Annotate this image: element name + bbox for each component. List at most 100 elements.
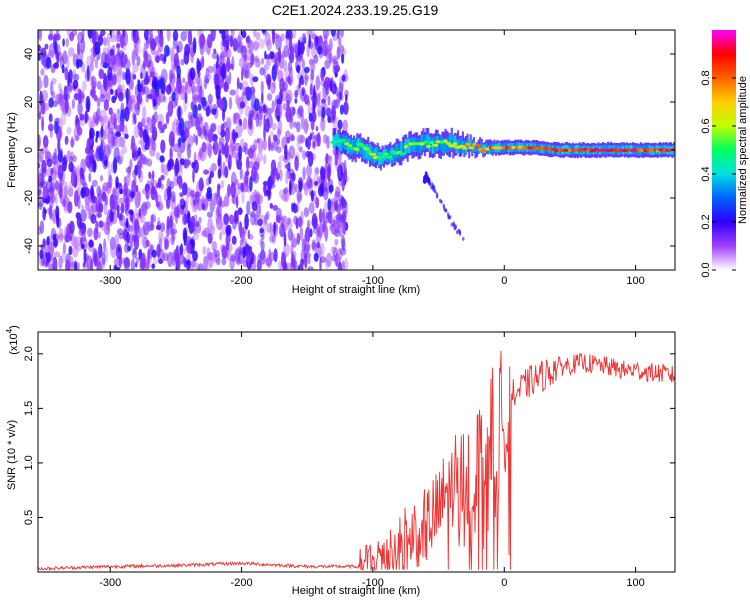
noise-cell <box>322 40 329 57</box>
noise-cell <box>117 114 121 124</box>
signal-band-cell <box>346 139 349 154</box>
signal-band-cell <box>433 136 436 151</box>
noise-cell <box>260 233 265 241</box>
noise-cell <box>186 159 192 166</box>
noise-cell <box>245 170 250 177</box>
signal-band-cell <box>427 134 430 149</box>
noise-cell <box>123 256 131 270</box>
noise-cell <box>228 71 232 85</box>
noise-cell <box>119 121 125 132</box>
noise-cell <box>251 201 258 212</box>
noise-cell <box>111 133 115 149</box>
noise-cell <box>209 198 215 213</box>
noise-cell <box>193 199 196 206</box>
noise-cell <box>297 134 304 145</box>
noise-cell <box>311 212 318 226</box>
noise-cell <box>309 83 313 96</box>
noise-cell <box>198 216 202 224</box>
noise-cell <box>86 161 90 168</box>
noise-cell <box>299 79 305 86</box>
signal-band-cell <box>431 139 434 154</box>
noise-cell <box>308 202 315 214</box>
noise-cell <box>273 221 276 236</box>
colorbar-ticks: 0.0 0.2 0.4 0.6 0.8 <box>700 70 736 278</box>
noise-cell <box>236 77 240 90</box>
noise-cell <box>276 115 281 122</box>
noise-cell <box>323 76 330 91</box>
noise-cell <box>96 80 102 90</box>
noise-cell <box>301 58 305 70</box>
snr-y-tick-label: 1.0 <box>23 455 35 470</box>
noise-cell <box>306 176 313 189</box>
noise-cell <box>233 210 239 223</box>
noise-cell <box>334 200 339 211</box>
noise-cell <box>177 106 181 122</box>
noise-cell <box>89 152 94 164</box>
noise-cell <box>138 138 143 145</box>
noise-cell <box>341 198 347 209</box>
noise-cell <box>109 210 114 223</box>
noise-cell <box>190 47 194 64</box>
noise-cell <box>261 30 266 34</box>
noise-cell <box>291 257 296 264</box>
noise-cell <box>46 236 50 246</box>
noise-cell <box>269 222 273 237</box>
noise-cell <box>55 34 61 41</box>
noise-cell <box>80 236 83 246</box>
noise-cell <box>255 191 261 204</box>
noise-cell <box>264 118 270 133</box>
noise-cell <box>337 119 343 131</box>
noise-cell <box>275 34 282 51</box>
noise-cell <box>246 253 252 263</box>
noise-cell <box>221 144 225 155</box>
noise-cell <box>72 79 79 89</box>
noise-cell <box>230 63 234 70</box>
tail-cell <box>458 231 462 236</box>
noise-cell <box>315 196 320 209</box>
noise-cell <box>207 65 214 74</box>
signal-band-cell <box>430 137 433 152</box>
tail-cell <box>435 192 439 197</box>
noise-cell <box>115 176 119 189</box>
colorbar-scale <box>712 30 736 270</box>
noise-cell <box>127 245 131 252</box>
noise-cell <box>65 37 70 48</box>
noise-cell <box>202 245 207 256</box>
signal-core-cell <box>426 144 432 148</box>
noise-cell <box>310 30 315 40</box>
noise-cell <box>120 202 125 214</box>
noise-cell <box>192 250 198 262</box>
noise-cell <box>96 262 101 270</box>
noise-cell <box>180 58 185 66</box>
signal-band-cell <box>362 144 365 159</box>
signal-band-cell <box>450 135 453 150</box>
noise-cell <box>182 77 186 84</box>
noise-cell <box>238 57 245 69</box>
noise-cell <box>235 88 239 105</box>
noise-cell <box>334 153 339 166</box>
noise-cell <box>90 213 97 224</box>
noise-cell <box>140 204 147 215</box>
noise-cell <box>299 226 304 241</box>
noise-cell <box>225 116 232 129</box>
noise-cell <box>73 73 80 81</box>
noise-cell <box>239 101 246 109</box>
noise-cell <box>166 198 171 210</box>
noise-cell <box>219 99 225 111</box>
signal-core-cell <box>380 155 386 159</box>
noise-cell <box>49 81 54 96</box>
noise-cell <box>271 167 278 176</box>
noise-cell <box>328 184 334 193</box>
noise-cell <box>176 77 182 94</box>
noise-cell <box>317 35 323 47</box>
noise-cell <box>218 30 223 35</box>
signal-band-cell <box>373 148 376 163</box>
signal-core-cell <box>452 142 458 146</box>
noise-cell <box>124 133 129 139</box>
noise-cell <box>229 243 233 252</box>
noise-cell <box>294 98 298 104</box>
noise-cell <box>267 76 271 90</box>
noise-cell <box>296 64 301 74</box>
noise-cell <box>167 160 172 172</box>
